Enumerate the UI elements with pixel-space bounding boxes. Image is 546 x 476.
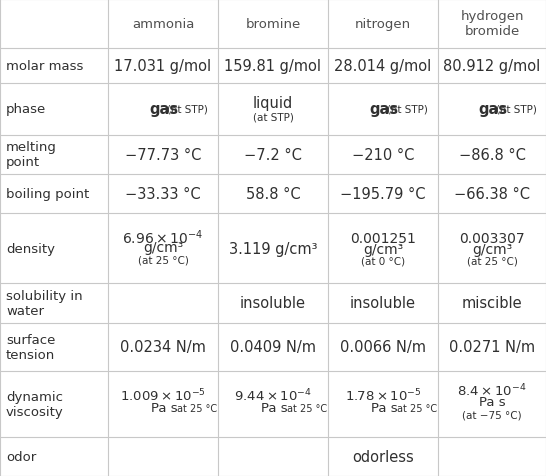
Text: 0.0066 N/m: 0.0066 N/m: [340, 340, 426, 355]
Text: Pa s: Pa s: [371, 402, 397, 415]
Text: 3.119 g/cm³: 3.119 g/cm³: [229, 241, 317, 256]
Text: boiling point: boiling point: [6, 188, 89, 200]
Text: (at STP): (at STP): [496, 105, 537, 115]
Text: 159.81 g/mol: 159.81 g/mol: [224, 59, 322, 74]
Text: −210 °C: −210 °C: [352, 148, 414, 162]
Text: −86.8 °C: −86.8 °C: [459, 148, 525, 162]
Text: hydrogen
bromide: hydrogen bromide: [460, 10, 524, 38]
Text: Pa s: Pa s: [479, 396, 505, 408]
Text: g/cm³: g/cm³: [472, 243, 512, 257]
Text: solubility in
water: solubility in water: [6, 289, 82, 317]
Text: 28.014 g/mol: 28.014 g/mol: [334, 59, 432, 74]
Text: $9.44\times10^{-4}$: $9.44\times10^{-4}$: [234, 387, 312, 404]
Text: 17.031 g/mol: 17.031 g/mol: [115, 59, 211, 74]
Text: odorless: odorless: [352, 449, 414, 464]
Text: gas: gas: [369, 102, 398, 117]
Text: 0.003307: 0.003307: [459, 232, 525, 246]
Text: $1.78\times10^{-5}$: $1.78\times10^{-5}$: [345, 387, 422, 404]
Text: at 25 °C: at 25 °C: [177, 403, 217, 413]
Text: $6.96\times10^{-4}$: $6.96\times10^{-4}$: [122, 228, 204, 246]
Text: (at −75 °C): (at −75 °C): [462, 410, 522, 420]
Text: odor: odor: [6, 450, 36, 463]
Text: 0.0409 N/m: 0.0409 N/m: [230, 340, 316, 355]
Text: 58.8 °C: 58.8 °C: [246, 187, 300, 202]
Text: insoluble: insoluble: [350, 296, 416, 311]
Text: at 25 °C: at 25 °C: [397, 403, 437, 413]
Text: phase: phase: [6, 103, 46, 116]
Text: $1.009\times10^{-5}$: $1.009\times10^{-5}$: [120, 387, 206, 404]
Text: $8.4\times10^{-4}$: $8.4\times10^{-4}$: [458, 382, 527, 398]
Text: ammonia: ammonia: [132, 18, 194, 31]
Text: −66.38 °C: −66.38 °C: [454, 187, 530, 202]
Text: bromine: bromine: [245, 18, 301, 31]
Text: −195.79 °C: −195.79 °C: [340, 187, 426, 202]
Text: 0.001251: 0.001251: [350, 232, 416, 246]
Text: 0.0271 N/m: 0.0271 N/m: [449, 340, 535, 355]
Text: (at STP): (at STP): [387, 105, 428, 115]
Text: (at STP): (at STP): [253, 113, 293, 123]
Text: (at 0 °C): (at 0 °C): [361, 256, 405, 266]
Text: 80.912 g/mol: 80.912 g/mol: [443, 59, 541, 74]
Text: (at STP): (at STP): [167, 105, 208, 115]
Text: −33.33 °C: −33.33 °C: [125, 187, 201, 202]
Text: liquid: liquid: [253, 96, 293, 111]
Text: molar mass: molar mass: [6, 60, 84, 73]
Text: dynamic
viscosity: dynamic viscosity: [6, 390, 64, 418]
Text: −7.2 °C: −7.2 °C: [244, 148, 302, 162]
Text: g/cm³: g/cm³: [143, 241, 183, 255]
Text: nitrogen: nitrogen: [355, 18, 411, 31]
Text: gas: gas: [149, 102, 178, 117]
Text: −77.73 °C: −77.73 °C: [125, 148, 201, 162]
Text: surface
tension: surface tension: [6, 333, 55, 361]
Text: at 25 °C: at 25 °C: [287, 403, 327, 413]
Text: miscible: miscible: [462, 296, 523, 311]
Text: insoluble: insoluble: [240, 296, 306, 311]
Text: (at 25 °C): (at 25 °C): [467, 256, 518, 266]
Text: gas: gas: [478, 102, 507, 117]
Text: 0.0234 N/m: 0.0234 N/m: [120, 340, 206, 355]
Text: g/cm³: g/cm³: [363, 243, 403, 257]
Text: Pa s: Pa s: [261, 402, 288, 415]
Text: (at 25 °C): (at 25 °C): [138, 255, 188, 265]
Text: Pa s: Pa s: [151, 402, 177, 415]
Text: melting
point: melting point: [6, 141, 57, 169]
Text: density: density: [6, 242, 55, 255]
